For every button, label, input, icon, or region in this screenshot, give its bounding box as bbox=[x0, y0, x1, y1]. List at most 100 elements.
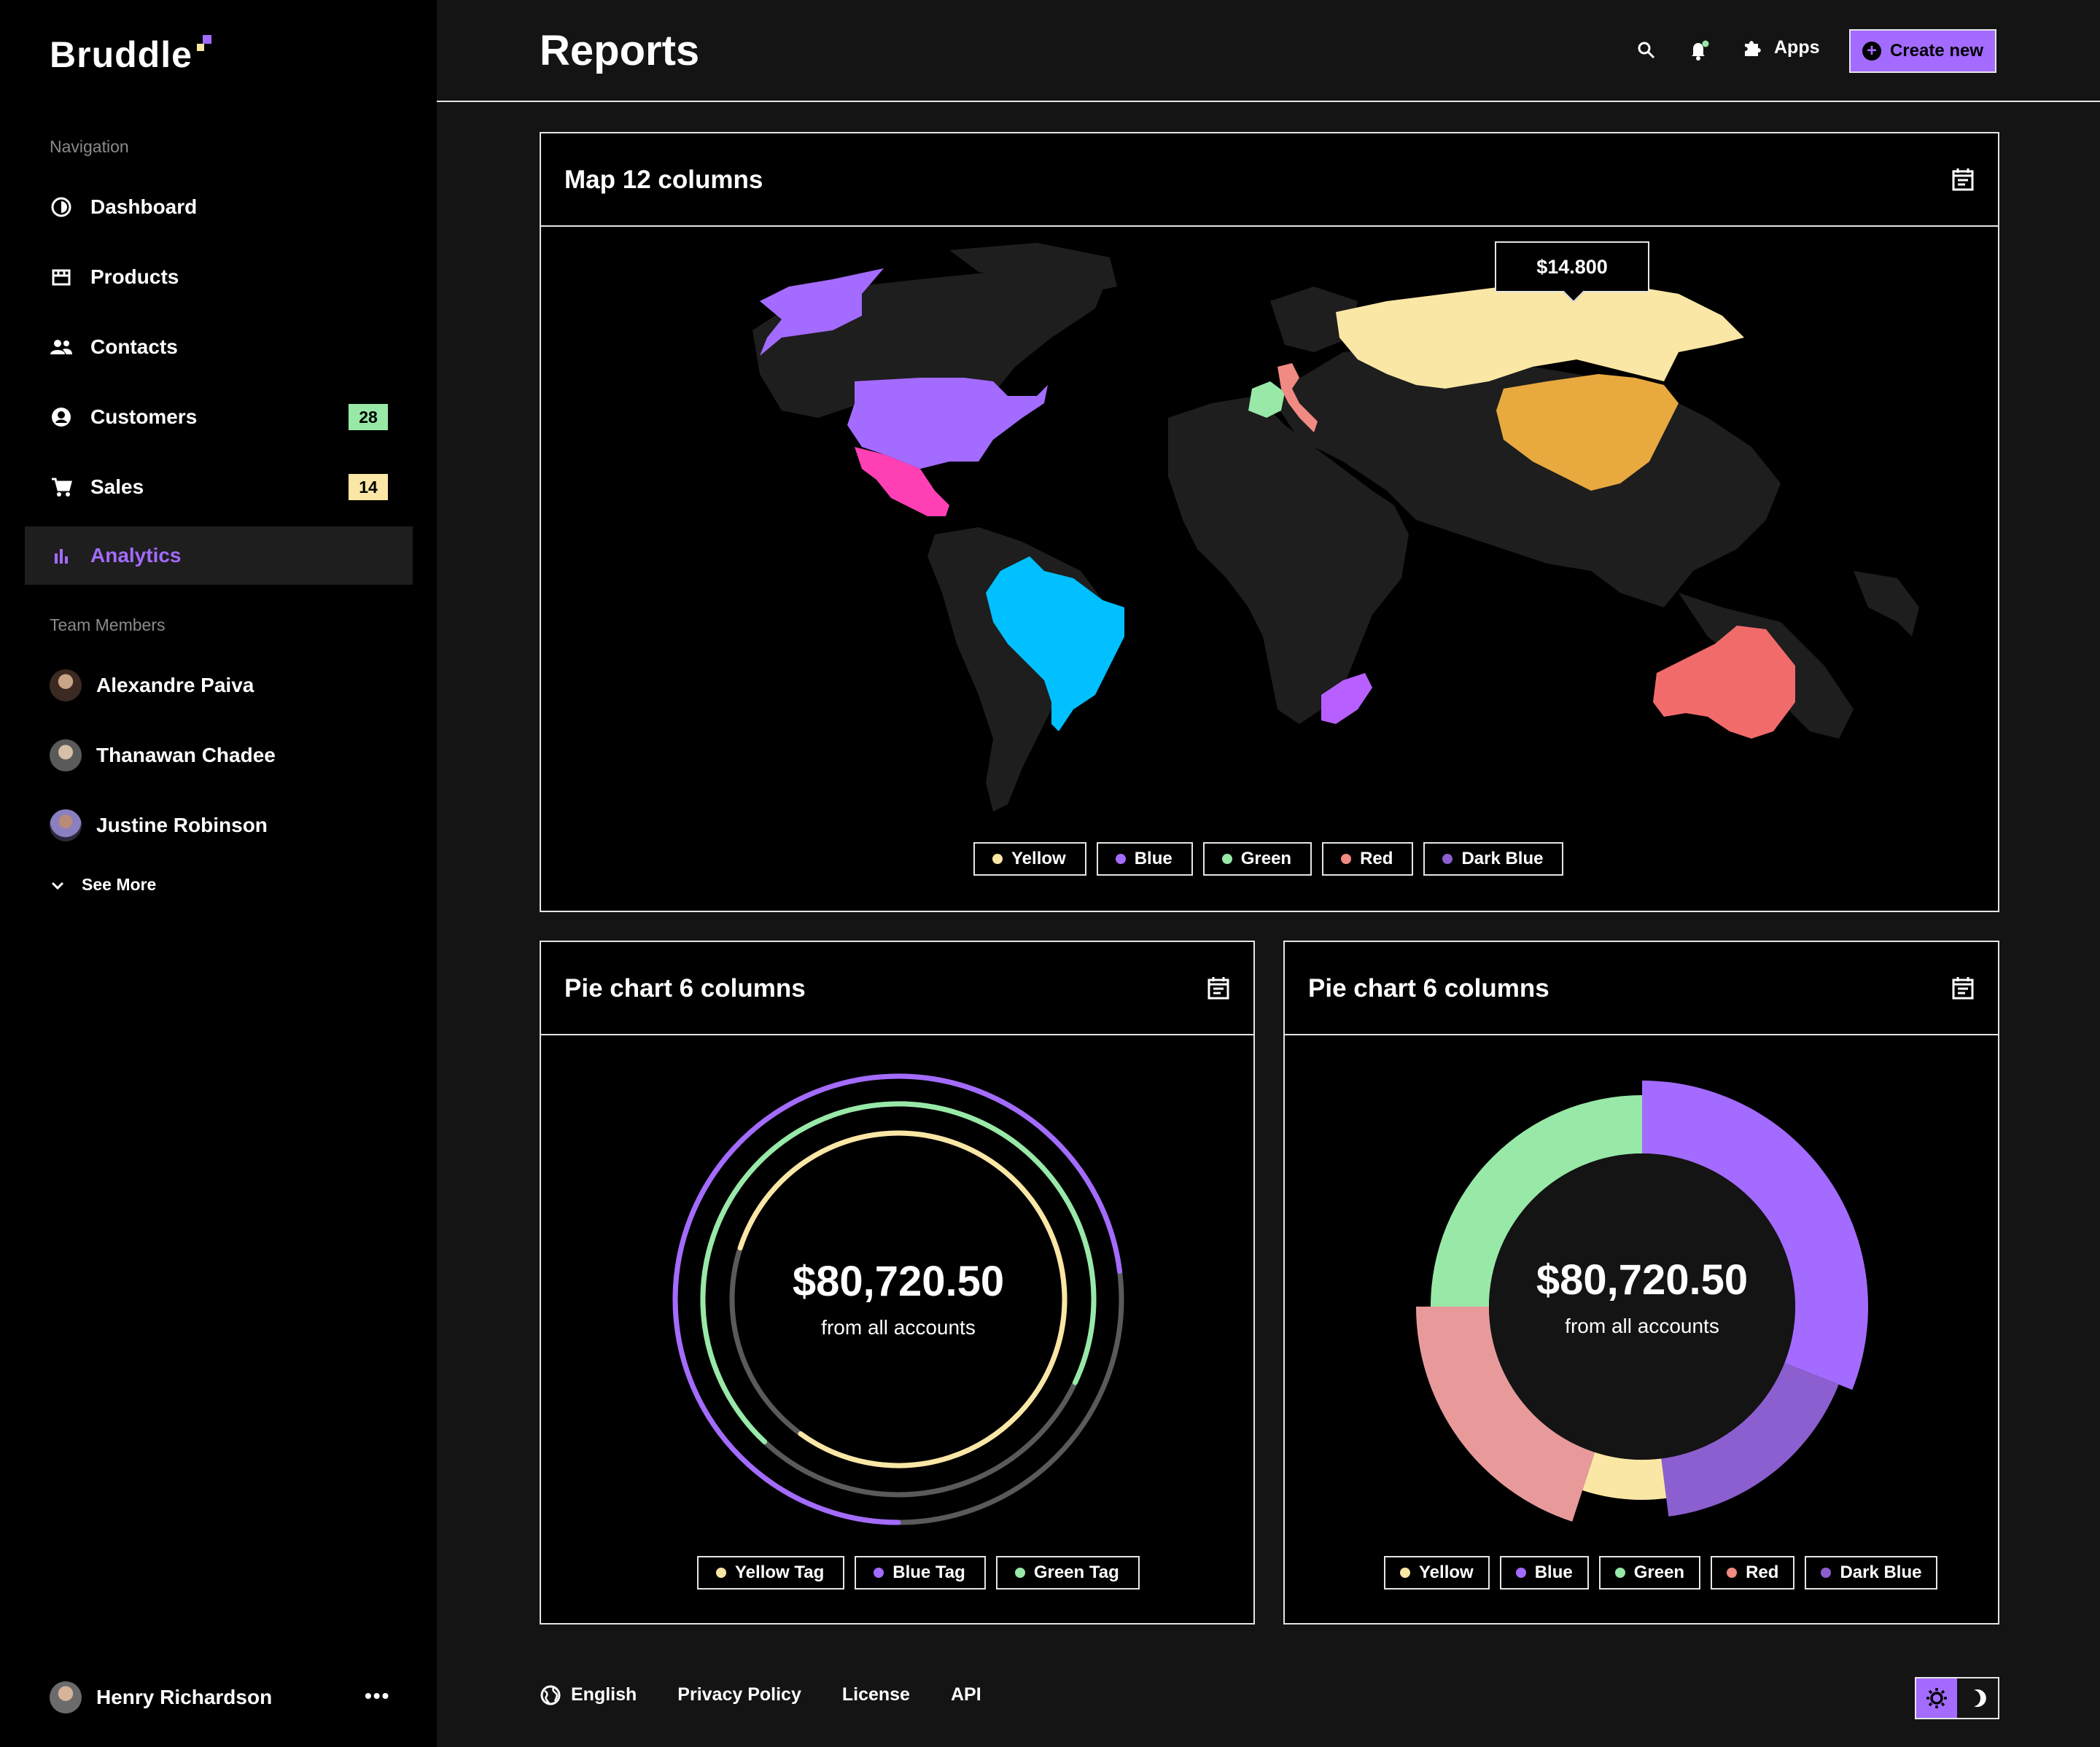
legend-item-blue[interactable]: Blue bbox=[1499, 1556, 1589, 1590]
donut-chart[interactable] bbox=[1394, 1066, 1890, 1547]
navigation-label: Navigation bbox=[50, 137, 129, 156]
donut-chart-center: $80,720.50 from all accounts bbox=[1496, 1256, 1788, 1338]
language-selector[interactable]: English bbox=[571, 1684, 637, 1705]
user-circle-icon bbox=[50, 405, 73, 429]
privacy-policy-link[interactable]: Privacy Policy bbox=[677, 1684, 801, 1705]
avatar bbox=[50, 669, 82, 701]
calendar-icon[interactable] bbox=[1951, 976, 1975, 1000]
legend-dot bbox=[1515, 1568, 1526, 1578]
ring-green-tag[interactable] bbox=[700, 1101, 1097, 1444]
slice-red[interactable] bbox=[1416, 1307, 1595, 1522]
region-mexico[interactable] bbox=[855, 447, 949, 516]
region-south-africa[interactable] bbox=[1321, 673, 1372, 724]
legend-item-yellow[interactable]: Yellow bbox=[973, 842, 1086, 876]
avatar bbox=[50, 739, 82, 771]
create-new-button[interactable]: + Create new bbox=[1849, 29, 1996, 73]
api-link[interactable]: API bbox=[950, 1684, 981, 1705]
map-legend: Yellow Blue Green Red Dark Blue bbox=[973, 842, 1564, 876]
sidebar-item-sales[interactable]: Sales 14 bbox=[25, 458, 413, 516]
member-name: Alexandre Paiva bbox=[96, 674, 254, 696]
legend-label: Dark Blue bbox=[1461, 849, 1544, 868]
legend-label: Blue bbox=[1134, 849, 1172, 868]
see-more-button[interactable]: See More bbox=[50, 875, 156, 895]
notification-bell-icon[interactable] bbox=[1687, 38, 1711, 63]
map-card: Map 12 columns $14.800 Yellow Blue Green bbox=[540, 132, 1999, 912]
legend-dot bbox=[1115, 854, 1126, 864]
create-new-label: Create new bbox=[1889, 41, 1984, 61]
logo[interactable]: Bruddle bbox=[50, 34, 213, 76]
license-link[interactable]: License bbox=[841, 1684, 910, 1705]
more-options-icon[interactable]: ••• bbox=[365, 1684, 391, 1707]
legend-item-dark-blue[interactable]: Dark Blue bbox=[1423, 842, 1564, 876]
region-russia[interactable] bbox=[1336, 272, 1744, 389]
pie-card-donut: Pie chart 6 columns $80,720.50 from all … bbox=[1283, 941, 1999, 1625]
total-value: $80,720.50 bbox=[1536, 1256, 1749, 1304]
current-user-name: Henry Richardson bbox=[96, 1686, 273, 1708]
calendar-icon[interactable] bbox=[1951, 167, 1975, 192]
sidebar-item-label: Customers bbox=[90, 405, 198, 428]
region-brazil[interactable] bbox=[986, 556, 1124, 731]
legend-item-blue-tag[interactable]: Blue Tag bbox=[855, 1556, 986, 1590]
sidebar-item-products[interactable]: Products bbox=[25, 248, 413, 306]
legend-item-yellow-tag[interactable]: Yellow Tag bbox=[697, 1556, 845, 1590]
legend-item-blue[interactable]: Blue bbox=[1096, 842, 1193, 876]
team-member-justine-robinson[interactable]: Justine Robinson bbox=[50, 808, 268, 843]
legend-item-green-tag[interactable]: Green Tag bbox=[995, 1556, 1140, 1590]
dashboard-icon bbox=[50, 195, 73, 219]
avatar bbox=[50, 1681, 82, 1713]
dark-mode-button[interactable] bbox=[1957, 1678, 1998, 1718]
rings-chart[interactable] bbox=[672, 1073, 1124, 1525]
search-icon[interactable] bbox=[1634, 38, 1659, 63]
team-members-label: Team Members bbox=[50, 615, 166, 634]
ring-yellow-tag[interactable] bbox=[737, 1130, 1068, 1468]
sidebar-item-label: Analytics bbox=[90, 544, 182, 567]
donut-hole bbox=[1489, 1153, 1795, 1460]
team-member-thanawan-chadee[interactable]: Thanawan Chadee bbox=[50, 738, 276, 773]
total-value: $80,720.50 bbox=[792, 1258, 1005, 1305]
sidebar-item-analytics[interactable]: Analytics bbox=[25, 526, 413, 585]
region-australia[interactable] bbox=[1653, 626, 1795, 739]
rings-chart-center: $80,720.50 from all accounts bbox=[752, 1257, 1044, 1339]
store-icon bbox=[50, 265, 73, 289]
avatar bbox=[50, 809, 82, 841]
world-map[interactable] bbox=[541, 228, 1998, 833]
slice-dark-blue[interactable] bbox=[1661, 1363, 1839, 1517]
region-italy[interactable] bbox=[1278, 363, 1318, 432]
puzzle-icon bbox=[1745, 41, 1761, 56]
legend-item-dark-blue[interactable]: Dark Blue bbox=[1805, 1556, 1938, 1590]
sidebar-item-label: Sales bbox=[90, 475, 144, 498]
legend-label: Dark Blue bbox=[1840, 1563, 1922, 1582]
legend-label: Green Tag bbox=[1033, 1563, 1119, 1582]
customers-count-badge: 28 bbox=[349, 404, 388, 430]
current-user[interactable]: Henry Richardson bbox=[50, 1681, 272, 1713]
light-mode-button[interactable] bbox=[1916, 1678, 1957, 1718]
theme-toggle[interactable] bbox=[1915, 1677, 1999, 1719]
region-china[interactable] bbox=[1496, 374, 1679, 491]
logo-mark-icon bbox=[196, 35, 213, 52]
region-usa[interactable] bbox=[847, 378, 1048, 469]
total-subtitle: from all accounts bbox=[821, 1316, 976, 1339]
region-alaska[interactable] bbox=[760, 268, 884, 356]
legend-item-green[interactable]: Green bbox=[1598, 1556, 1701, 1590]
pie-card-title: Pie chart 6 columns bbox=[1308, 974, 1549, 1003]
slice-green[interactable] bbox=[1431, 1095, 1642, 1307]
sidebar-item-customers[interactable]: Customers 28 bbox=[25, 388, 413, 446]
sidebar-item-label: Dashboard bbox=[90, 195, 198, 218]
legend-item-yellow[interactable]: Yellow bbox=[1384, 1556, 1490, 1590]
legend-item-green[interactable]: Green bbox=[1202, 842, 1312, 876]
apps-label: Apps bbox=[1774, 36, 1820, 58]
ring-blue-tag[interactable] bbox=[672, 1073, 1123, 1525]
slice-blue[interactable] bbox=[1642, 1081, 1868, 1390]
sidebar: Bruddle Navigation Dashboard Products Co… bbox=[0, 0, 437, 1747]
legend-item-red[interactable]: Red bbox=[1711, 1556, 1795, 1590]
pie-card-header: Pie chart 6 columns bbox=[1285, 942, 1998, 1035]
calendar-icon[interactable] bbox=[1207, 976, 1230, 1000]
apps-button[interactable]: Apps bbox=[1742, 36, 1820, 58]
region-france[interactable] bbox=[1248, 381, 1285, 418]
sidebar-item-contacts[interactable]: Contacts bbox=[25, 318, 413, 376]
slice-yellow[interactable] bbox=[1582, 1452, 1667, 1500]
sidebar-item-dashboard[interactable]: Dashboard bbox=[25, 178, 413, 236]
team-member-alexandre-paiva[interactable]: Alexandre Paiva bbox=[50, 668, 254, 703]
legend-label: Red bbox=[1360, 849, 1393, 868]
legend-item-red[interactable]: Red bbox=[1322, 842, 1414, 876]
